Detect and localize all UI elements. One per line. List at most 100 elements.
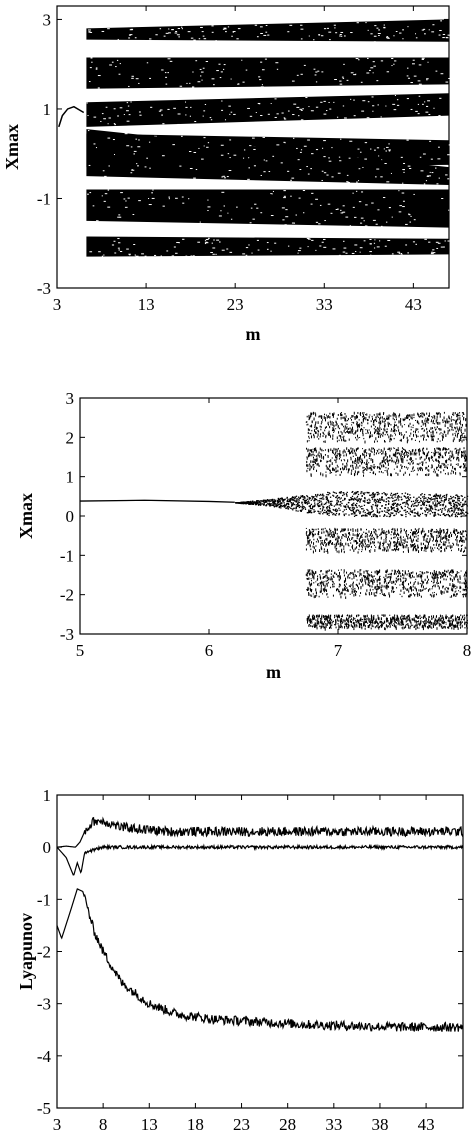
chaos-point [448, 498, 450, 500]
chaos-point [455, 504, 458, 507]
chaos-point [456, 414, 458, 416]
band-gap [402, 200, 405, 202]
chaos-point [311, 412, 313, 416]
chaos-point [462, 535, 464, 538]
band-gap [375, 176, 377, 178]
chaos-point [428, 473, 430, 476]
chaos-point [358, 426, 360, 428]
chaos-point [433, 569, 435, 573]
chaos-point [368, 448, 370, 451]
chaos-point [459, 438, 461, 442]
chaos-point [301, 501, 303, 503]
chaos-point [436, 466, 438, 470]
y-tick-label: 3 [43, 10, 52, 29]
band-gap [378, 29, 381, 31]
chaos-point [350, 418, 352, 421]
chaos-point [330, 511, 332, 513]
chaos-point [369, 454, 371, 457]
band-gap [111, 244, 115, 246]
chaos-point [311, 508, 313, 510]
chaos-point [326, 415, 328, 419]
chaos-point [327, 531, 329, 534]
chaos-point [387, 512, 390, 515]
chaos-point [458, 496, 460, 498]
chaos-point [331, 457, 333, 459]
chaos-point [400, 537, 402, 541]
chaos-point [393, 493, 396, 496]
chaos-point [313, 538, 315, 541]
chaos-point [287, 507, 289, 509]
chaos-point [395, 543, 397, 546]
chaos-point [430, 427, 432, 430]
chaos-point [376, 509, 379, 511]
chaos-point [399, 413, 401, 417]
band-gap [427, 100, 431, 102]
band-gap [306, 166, 308, 168]
band-gap [321, 170, 324, 172]
chaos-point [387, 503, 390, 505]
chaos-point [373, 579, 375, 583]
chaos-point [393, 533, 395, 536]
band-gap [116, 59, 119, 61]
chaos-point [403, 501, 406, 504]
band-gap [305, 97, 308, 99]
chaos-point [453, 586, 455, 589]
chaos-point [413, 515, 415, 517]
chaos-point [359, 544, 361, 548]
chaos-point [335, 455, 337, 458]
band-gap [400, 254, 403, 256]
chaos-point [354, 459, 356, 462]
chaos-point [376, 491, 378, 494]
chaos-point [401, 466, 403, 469]
band-gap [117, 238, 120, 240]
chaos-point [407, 439, 409, 442]
chaos-point [445, 462, 447, 464]
chaos-point [447, 464, 449, 466]
band-gap [299, 151, 302, 153]
chaos-point [315, 448, 317, 452]
chaos-point [338, 454, 340, 457]
chaos-point [429, 513, 431, 515]
chaos-point [370, 465, 372, 467]
chaos-point [435, 428, 437, 430]
chaos-point [329, 417, 331, 419]
chaos-point [305, 548, 307, 551]
chaos-point [447, 513, 449, 516]
band-gap [263, 171, 266, 173]
chaos-point [397, 574, 399, 578]
chaos-point [441, 508, 444, 510]
chaos-point [380, 533, 382, 536]
chaos-point [368, 435, 370, 439]
chaos-point [416, 512, 418, 515]
chaos-point [391, 435, 393, 437]
chaos-point [367, 422, 369, 425]
chaos-point [268, 502, 271, 504]
chaos-point [452, 429, 454, 431]
chaotic-band [86, 236, 450, 257]
chaos-point [395, 513, 397, 515]
chaos-point [365, 449, 367, 451]
chaos-point [384, 493, 386, 495]
chaos-point [407, 467, 409, 469]
band-gap [428, 175, 432, 177]
chaos-point [423, 501, 426, 504]
chaos-point [335, 424, 337, 427]
chaos-point [370, 505, 373, 508]
chaos-point [402, 542, 404, 544]
chaos-point [446, 466, 448, 470]
chaos-point [361, 536, 363, 538]
chaos-point [347, 430, 349, 433]
chaos-point [463, 416, 465, 419]
band-gap [438, 34, 441, 36]
chaos-point [325, 434, 327, 437]
chaos-point [314, 458, 316, 462]
chaos-point [248, 501, 250, 503]
chaos-point [309, 531, 311, 533]
chaos-point [338, 496, 340, 499]
chaos-point [353, 502, 355, 504]
chaos-point [323, 576, 325, 578]
chaos-point [427, 497, 430, 499]
chaos-point [343, 514, 346, 517]
chaos-point [433, 544, 435, 546]
chaos-point [317, 575, 319, 577]
